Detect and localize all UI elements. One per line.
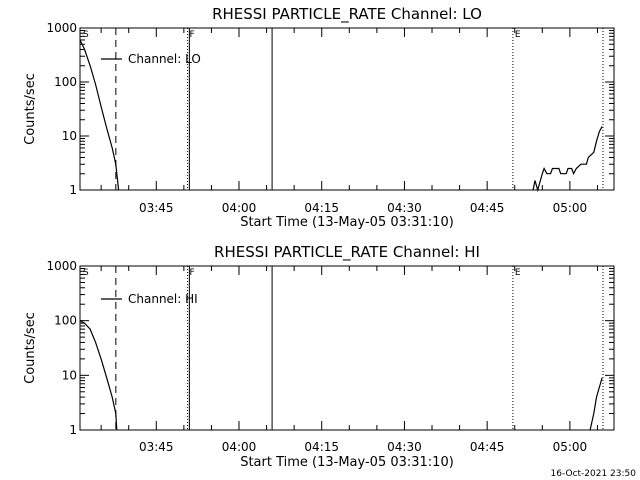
y-axis-label: Counts/sec — [23, 73, 38, 145]
data-series-line — [589, 377, 603, 431]
marker-label: F — [190, 30, 195, 40]
y-tick-label: 1 — [69, 423, 77, 437]
data-series-line — [532, 126, 603, 193]
x-tick-label: 04:15 — [304, 201, 339, 215]
x-tick-label: 04:30 — [387, 201, 422, 215]
x-axis-label: Start Time (13-May-05 03:31:10) — [240, 455, 454, 470]
lo-channel-panel: RHESSI PARTICLE_RATE Channel: LO 1 10 100 10… — [23, 5, 615, 230]
x-tick-label: 04:00 — [222, 440, 257, 454]
x-tick-label: 04:45 — [470, 201, 505, 215]
x-tick-label: 05:00 — [553, 201, 588, 215]
x-tick-label: 04:15 — [304, 440, 339, 454]
marker-label: E — [515, 268, 521, 278]
chart-title: RHESSI PARTICLE_RATE Channel: HI — [214, 243, 480, 262]
legend-label: Channel: LO — [128, 52, 201, 66]
timestamp-label: 16-Oct-2021 23:50 — [551, 469, 637, 479]
chart-title: RHESSI PARTICLE_RATE Channel: LO — [212, 5, 482, 24]
x-tick-label: 05:00 — [553, 440, 588, 454]
y-tick-label: 10 — [62, 368, 77, 382]
x-tick-label: 04:00 — [222, 201, 257, 215]
x-tick-label: 03:45 — [139, 440, 174, 454]
x-tick-label: 04:30 — [387, 440, 422, 454]
y-tick-label: 10 — [62, 129, 77, 143]
x-tick-label: 04:45 — [470, 440, 505, 454]
x-axis-label: Start Time (13-May-05 03:31:10) — [240, 215, 454, 230]
data-series-line — [79, 320, 118, 431]
x-tick-label: 03:45 — [139, 201, 174, 215]
marker-label: E — [515, 30, 521, 40]
hi-channel-panel: RHESSI PARTICLE_RATE Channel: HI 1 10 100 10… — [23, 243, 615, 470]
y-tick-label: 1 — [69, 183, 77, 197]
y-axis-label: Counts/sec — [23, 312, 38, 384]
y-tick-label: 100 — [54, 314, 77, 328]
y-tick-label: 100 — [54, 75, 77, 89]
marker-label: F — [190, 268, 195, 278]
y-tick-label: 1000 — [46, 21, 77, 35]
plot-frame — [79, 27, 615, 191]
marker-label: S — [83, 268, 89, 278]
marker-label: S — [83, 30, 89, 40]
plot-frame — [79, 265, 615, 431]
data-series-line — [79, 39, 120, 191]
legend-label: Channel: HI — [128, 292, 198, 306]
y-tick-label: 1000 — [46, 259, 77, 273]
